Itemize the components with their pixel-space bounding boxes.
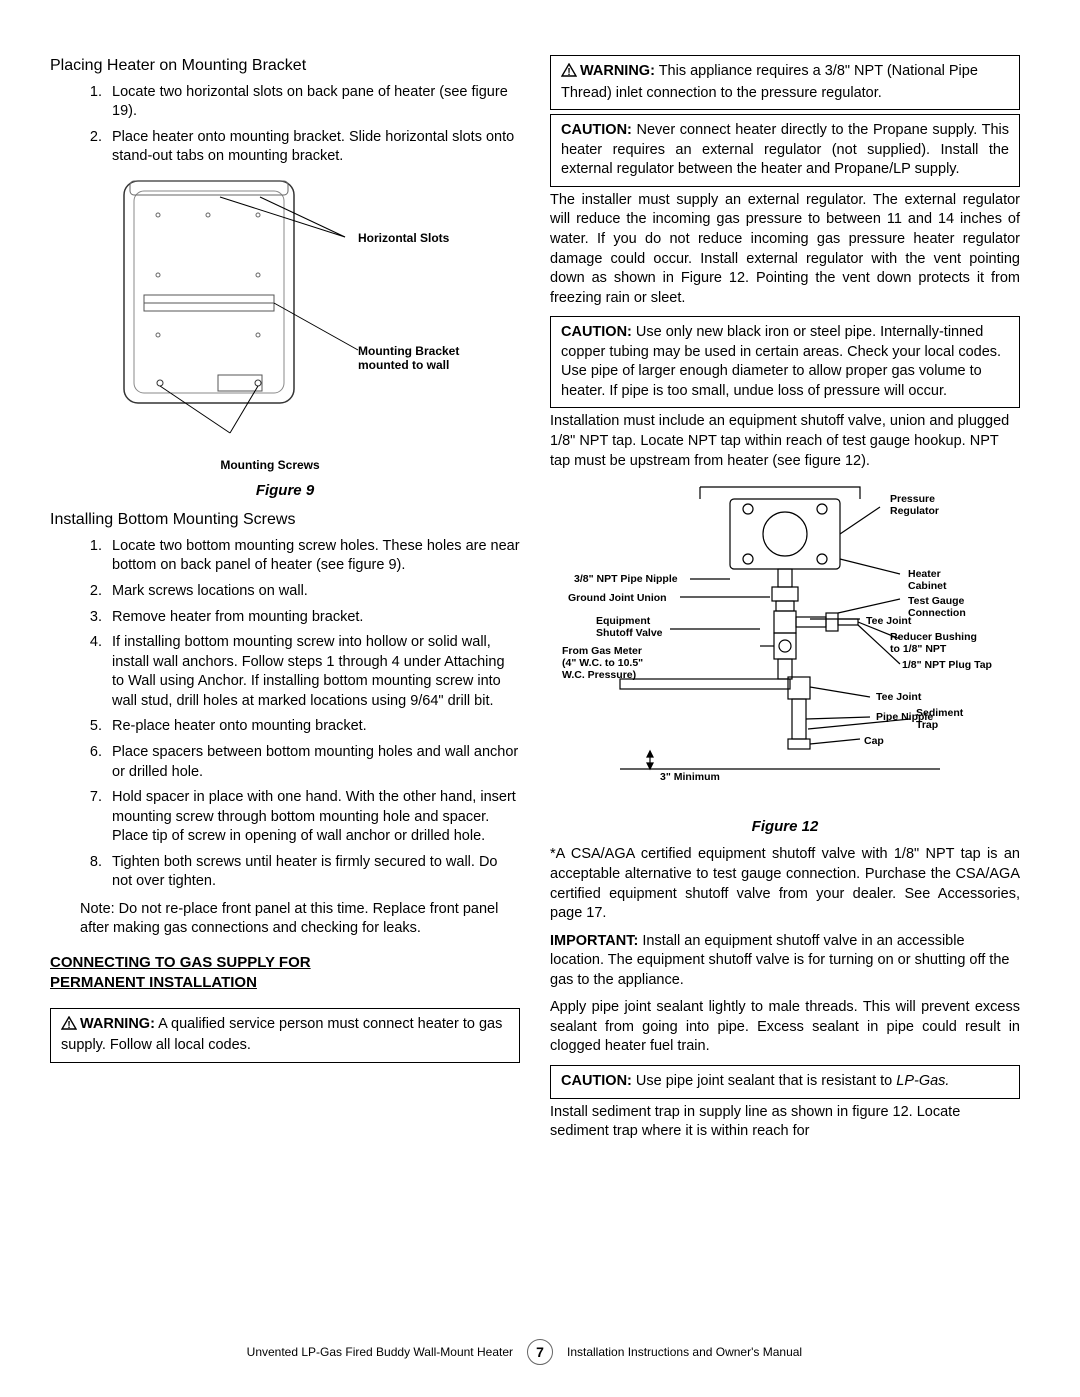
caution-label: CAUTION: (561, 324, 632, 340)
f12-test-gauge: Test GaugeConnection (908, 595, 966, 619)
section-title-connecting: CONNECTING TO GAS SUPPLY FOR PERMANENT I… (50, 953, 520, 994)
f12-plug-tap: 1/8" NPT Plug Tap (902, 659, 992, 671)
svg-text:!: ! (567, 67, 570, 77)
f12-from-meter: From Gas Meter(4" W.C. to 10.5"W.C. Pres… (562, 645, 643, 681)
figure-12-caption: Figure 12 (550, 817, 1020, 837)
fig9-label-screws: Mounting Screws (20, 457, 520, 473)
f12-cap: Cap (864, 735, 884, 747)
para-shutoff-valve: Installation must include an equipment s… (550, 412, 1020, 471)
list-placing: Locate two horizontal slots on back pane… (50, 83, 520, 167)
list-item: Place heater onto mounting bracket. Slid… (106, 128, 520, 167)
note-replace: Note: Do not re-place front panel at thi… (80, 900, 520, 939)
subhead-installing: Installing Bottom Mounting Screws (50, 509, 520, 531)
page-footer: Unvented LP-Gas Fired Buddy Wall-Mount H… (0, 1339, 1080, 1365)
para-sediment: Install sediment trap in supply line as … (550, 1103, 1020, 1142)
para-csa-aga: *A CSA/AGA certified equipment shutoff v… (550, 845, 1020, 923)
list-item: Place spacers between bottom mounting ho… (106, 743, 520, 782)
warning-box-npt: ! WARNING: This appliance requires a 3/8… (550, 55, 1020, 110)
list-installing: Locate two bottom mounting screw holes. … (50, 537, 520, 892)
important-label: IMPORTANT: (550, 933, 638, 949)
footer-right: Installation Instructions and Owner's Ma… (567, 1345, 1080, 1359)
warning-icon: ! (61, 1016, 77, 1037)
f12-tee2: Tee Joint (876, 691, 921, 703)
section-title-line2: PERMANENT INSTALLATION (50, 974, 257, 991)
figure-9-svg (110, 175, 500, 435)
caution-label: CAUTION: (561, 1073, 632, 1089)
list-item: Tighten both screws until heater is firm… (106, 853, 520, 892)
warning-label: WARNING: (80, 1016, 155, 1032)
caution-text-pre: Use pipe joint sealant that is resistant… (632, 1073, 896, 1089)
list-item: If installing bottom mounting screw into… (106, 633, 520, 711)
svg-text:!: ! (67, 1020, 70, 1030)
warning-icon: ! (561, 63, 577, 84)
fig9-label-hslots: Horizontal Slots (358, 230, 449, 246)
f12-min: 3" Minimum (660, 771, 720, 783)
list-item: Remove heater from mounting bracket. (106, 608, 520, 628)
left-column: Placing Heater on Mounting Bracket Locat… (50, 55, 520, 1142)
right-column: ! WARNING: This appliance requires a 3/8… (550, 55, 1020, 1142)
page-content: Placing Heater on Mounting Bracket Locat… (50, 55, 1030, 1142)
figure-9-caption: Figure 9 (50, 481, 520, 501)
page-number: 7 (527, 1339, 553, 1365)
para-external-regulator: The installer must supply an external re… (550, 191, 1020, 308)
f12-reducer: Reducer Bushingto 1/8" NPT (890, 631, 977, 655)
f12-tee1: Tee Joint (866, 615, 911, 627)
figure-9: Horizontal Slots Mounting Bracket mounte… (110, 175, 500, 455)
f12-ground-joint: Ground Joint Union (568, 592, 667, 604)
section-title-line1: CONNECTING TO GAS SUPPLY FOR (50, 954, 311, 971)
warning-box-qualified: ! WARNING: A qualified service person mu… (50, 1008, 520, 1063)
caution-label: CAUTION: (561, 122, 632, 138)
list-item: Hold spacer in place with one hand. With… (106, 788, 520, 847)
warning-label: WARNING: (580, 63, 655, 79)
caution-box-pipe: CAUTION: Use only new black iron or stee… (550, 316, 1020, 408)
footer-left: Unvented LP-Gas Fired Buddy Wall-Mount H… (0, 1345, 513, 1359)
list-item: Mark screws locations on wall. (106, 582, 520, 602)
para-sealant: Apply pipe joint sealant lightly to male… (550, 998, 1020, 1057)
f12-pressure-reg: PressureRegulator (890, 493, 939, 517)
f12-sediment: SedimentTrap (916, 707, 963, 731)
caution-em: LP-Gas. (896, 1073, 949, 1089)
caution-box-propane: CAUTION: Never connect heater directly t… (550, 114, 1020, 187)
fig9-label-bracket2: mounted to wall (358, 357, 449, 373)
f12-npt-nipple: 3/8" NPT Pipe Nipple (574, 573, 678, 585)
list-item: Re-place heater onto mounting bracket. (106, 717, 520, 737)
list-item: Locate two bottom mounting screw holes. … (106, 537, 520, 576)
subhead-placing: Placing Heater on Mounting Bracket (50, 55, 520, 77)
f12-heater-cabinet: HeaterCabinet (908, 568, 947, 592)
caution-box-lpgas: CAUTION: Use pipe joint sealant that is … (550, 1065, 1020, 1099)
figure-12: PressureRegulator 3/8" NPT Pipe Nipple H… (560, 479, 1010, 809)
list-item: Locate two horizontal slots on back pane… (106, 83, 520, 122)
para-important: IMPORTANT: Install an equipment shutoff … (550, 932, 1020, 991)
f12-equipment: EquipmentShutoff Valve (596, 615, 663, 639)
